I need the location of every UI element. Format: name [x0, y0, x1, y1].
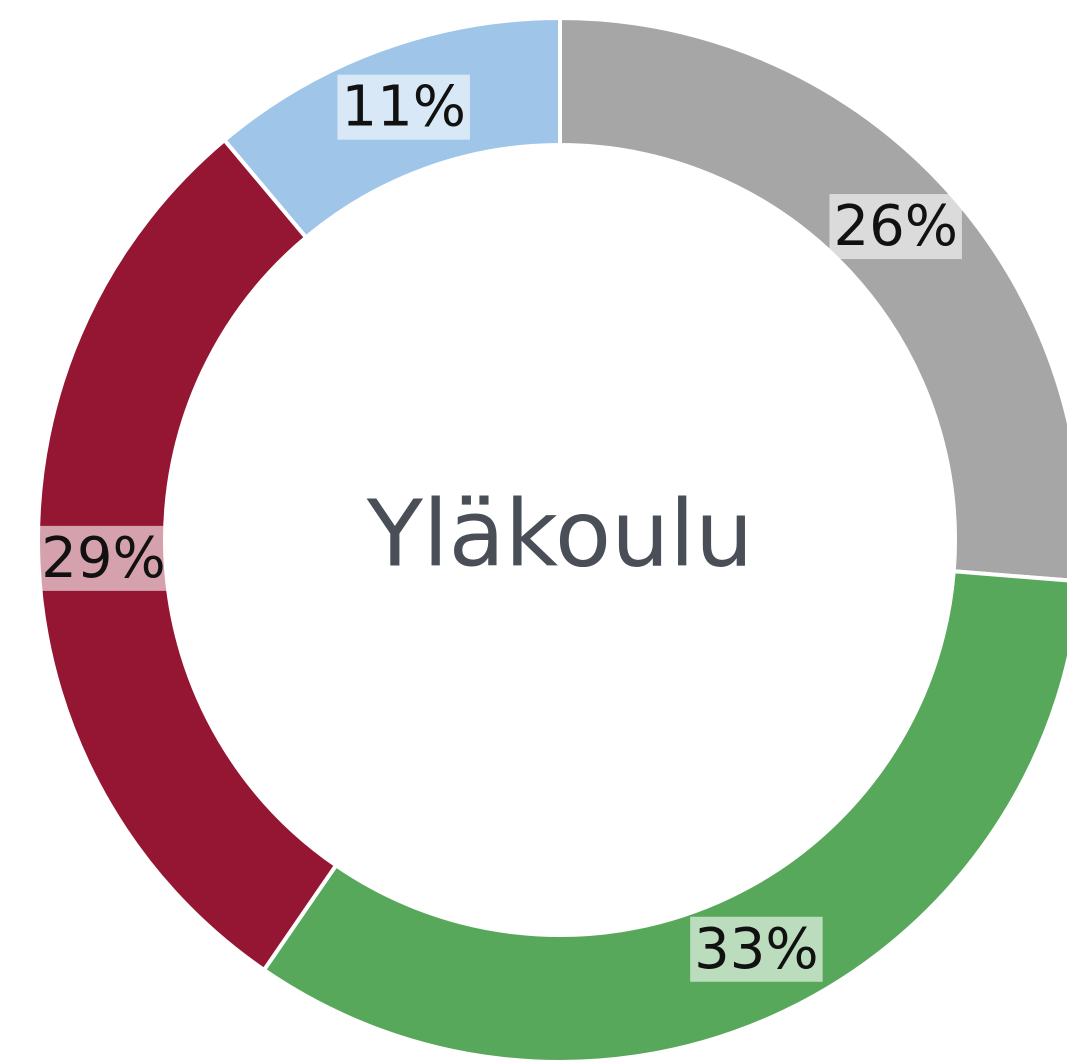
labels: 26% 33% 29% 11% [37, 74, 962, 982]
donut-slice [36, 137, 339, 973]
donut-slice [558, 15, 1067, 583]
value-label: 11% [341, 75, 465, 140]
label-background [37, 525, 170, 591]
value-label: 29% [41, 526, 165, 591]
label-background [690, 916, 823, 982]
label-background [829, 194, 962, 260]
value-label: 26% [833, 194, 957, 259]
center-label: Yläkoulu [366, 480, 754, 587]
donut-slice [261, 569, 1067, 1063]
label-background [337, 74, 470, 140]
value-label: 33% [694, 917, 818, 982]
